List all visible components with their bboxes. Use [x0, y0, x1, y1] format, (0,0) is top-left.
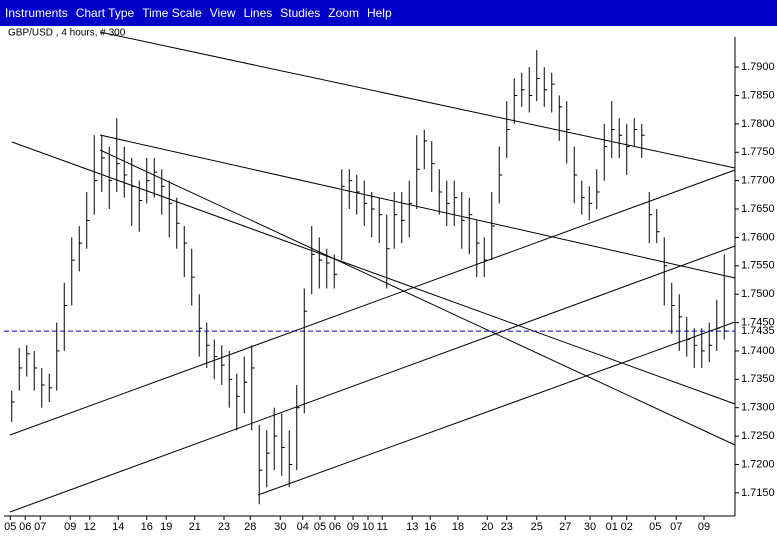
y-tick-label: 1.7200	[741, 458, 775, 470]
menu-item[interactable]: Studies	[280, 6, 321, 20]
menu-item[interactable]: Lines	[243, 6, 273, 20]
x-tick-label: 11	[377, 521, 388, 533]
x-tick-label: 05	[649, 521, 661, 533]
y-tick-label: 1.7150	[741, 487, 775, 499]
x-tick-label: 21	[189, 521, 201, 533]
x-tick-label: 20	[481, 521, 493, 533]
y-tick-label: 1.7750	[741, 146, 775, 158]
x-tick-label: 16	[424, 521, 436, 533]
trend-lines	[9, 31, 736, 513]
y-tick-label: 1.7550	[741, 260, 775, 272]
chart-background	[0, 26, 777, 536]
y-tick-label: 1.7400	[741, 345, 775, 357]
x-tick-label: 01	[606, 521, 618, 533]
x-tick-label: 25	[531, 521, 543, 533]
y-tick-label: 1.7800	[741, 118, 775, 130]
y-tick-label: 1.7450	[741, 316, 775, 328]
menu-item[interactable]: View	[209, 6, 236, 20]
x-tick-label: 10	[362, 521, 374, 533]
y-tick-label: 1.7600	[741, 231, 775, 243]
y-tick-label: 1.7250	[741, 430, 775, 442]
menu-item[interactable]: Help	[366, 6, 392, 20]
trend-line	[99, 149, 736, 446]
x-tick-label: 30	[584, 521, 596, 533]
x-tick-label: 07	[34, 521, 46, 533]
y-tick-label: 1.7850	[741, 89, 775, 101]
x-tick-label: 05	[4, 521, 16, 533]
x-tick-label: 06	[19, 521, 31, 533]
x-tick-label: 06	[329, 521, 341, 533]
x-tick-label: 09	[347, 521, 359, 533]
trend-line	[11, 141, 736, 405]
trend-line	[99, 134, 736, 279]
x-tick-label: 09	[698, 521, 710, 533]
x-tick-label: 19	[160, 521, 172, 533]
x-tick-label: 28	[244, 521, 256, 533]
y-tick-label: 1.7500	[741, 288, 775, 300]
menu-item[interactable]: Time Scale	[142, 6, 202, 20]
chart-title: GBP/USD , 4 hours, # 300	[8, 28, 126, 39]
trend-line	[99, 31, 736, 169]
current-price-label: 1.7435	[741, 325, 775, 337]
x-tick-label: 09	[64, 521, 76, 533]
x-tick-label: 04	[297, 521, 309, 533]
x-tick-label: 23	[501, 521, 513, 533]
y-tick-label: 1.7700	[741, 175, 775, 187]
x-tick-label: 23	[218, 521, 230, 533]
x-tick-label: 30	[274, 521, 286, 533]
x-tick-label: 27	[559, 521, 571, 533]
x-tick-label: 16	[141, 521, 153, 533]
y-tick-label: 1.7650	[741, 203, 775, 215]
y-tick-label: 1.7300	[741, 402, 775, 414]
trend-line	[257, 321, 736, 496]
x-tick-label: 05	[314, 521, 326, 533]
y-tick-label: 1.7350	[741, 373, 775, 385]
trend-line	[9, 169, 736, 436]
trend-line	[9, 245, 736, 513]
chart: GBP/USD , 4 hours, # 300 1.7150 1.7200 1.7…	[0, 26, 777, 536]
x-tick-label: 07	[670, 521, 682, 533]
x-tick-label: 02	[621, 521, 633, 533]
x-tick-label: 18	[452, 521, 464, 533]
x-tick-label: 13	[406, 521, 418, 533]
menu-item[interactable]: Instruments	[5, 6, 68, 20]
menu-bar: Instruments Chart Type Time Scale View L…	[0, 0, 777, 26]
x-tick-label: 14	[112, 521, 124, 533]
x-tick-label: 12	[84, 521, 96, 533]
y-tick-label: 1.7900	[741, 61, 775, 73]
menu-item[interactable]: Zoom	[328, 6, 359, 20]
menu-item[interactable]: Chart Type	[75, 6, 135, 20]
